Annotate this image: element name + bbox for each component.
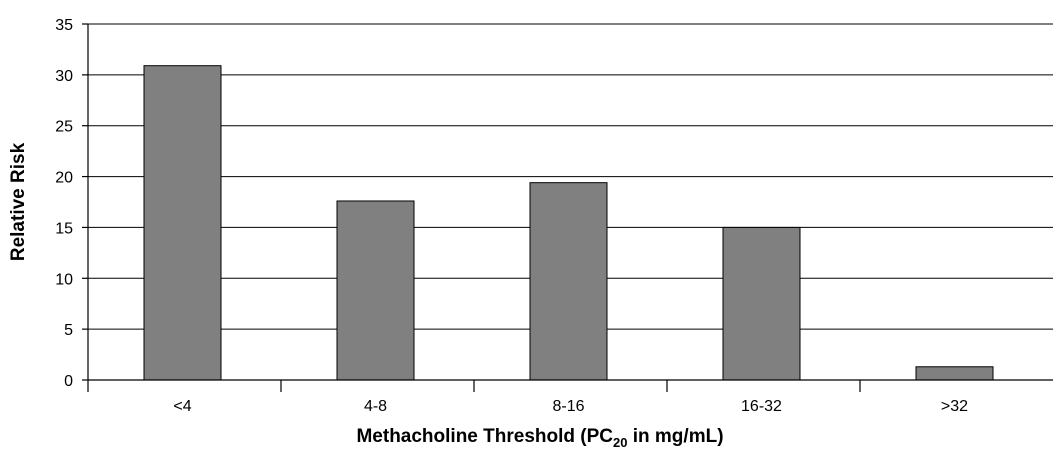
y-tick-label: 10: [55, 271, 73, 288]
y-tick-label: 0: [64, 373, 73, 390]
x-tick-label: 4-8: [364, 398, 387, 415]
x-tick-label: 8-16: [552, 398, 584, 415]
x-tick-label: <4: [173, 398, 191, 415]
bar: [529, 182, 608, 381]
y-tick-label: 25: [55, 119, 73, 136]
y-tick-label: 15: [55, 220, 73, 237]
bar: [143, 65, 222, 381]
x-tick-label: >32: [941, 398, 968, 415]
bars: [143, 65, 994, 381]
x-axis-title-prefix: Methacholine Threshold (PC: [356, 426, 613, 447]
y-axis-ticks: 0 5 10 15 20 25 30 35: [55, 17, 88, 390]
bar: [722, 226, 801, 381]
y-axis-title: Relative Risk: [8, 142, 29, 261]
x-axis-title-subscript: 20: [613, 435, 627, 450]
x-tick-label: 16-32: [741, 398, 782, 415]
y-tick-label: 30: [55, 68, 73, 85]
bar: [336, 200, 415, 381]
y-tick-label: 35: [55, 17, 73, 34]
axes: [87, 24, 1053, 381]
x-axis-ticks: <4 4-8 8-16 16-32 >32: [87, 380, 968, 415]
y-tick-label: 5: [64, 322, 73, 339]
y-tick-label: 20: [55, 170, 73, 187]
x-axis-title-suffix: in mg/mL): [627, 426, 723, 447]
bar: [915, 366, 994, 381]
x-axis-title: Methacholine Threshold (PC20 in mg/mL): [356, 426, 723, 450]
